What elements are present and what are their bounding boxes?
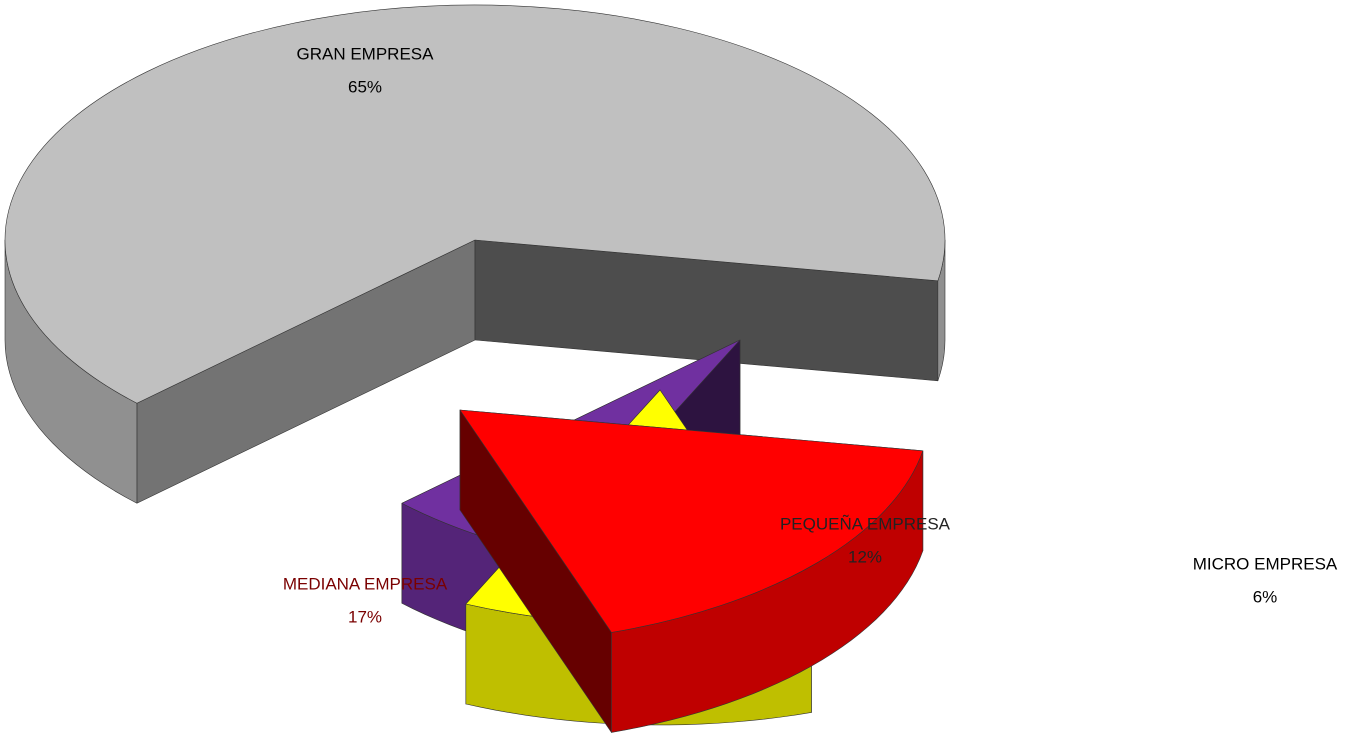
- data-label-name: PEQUEÑA EMPRESA: [780, 514, 951, 533]
- data-label-value: 17%: [348, 607, 382, 626]
- slice-top: [4, 4, 946, 404]
- data-label-name: MICRO EMPRESA: [1193, 554, 1338, 573]
- pie-slice: [459, 409, 924, 733]
- data-label-value: 12%: [848, 547, 882, 566]
- data-label-value: 6%: [1253, 587, 1278, 606]
- data-label-name: MEDIANA EMPRESA: [283, 574, 448, 593]
- pie-slice: [4, 4, 946, 504]
- data-label-name: GRAN EMPRESA: [297, 44, 435, 63]
- slice-top: [459, 409, 924, 633]
- data-label-value: 65%: [348, 77, 382, 96]
